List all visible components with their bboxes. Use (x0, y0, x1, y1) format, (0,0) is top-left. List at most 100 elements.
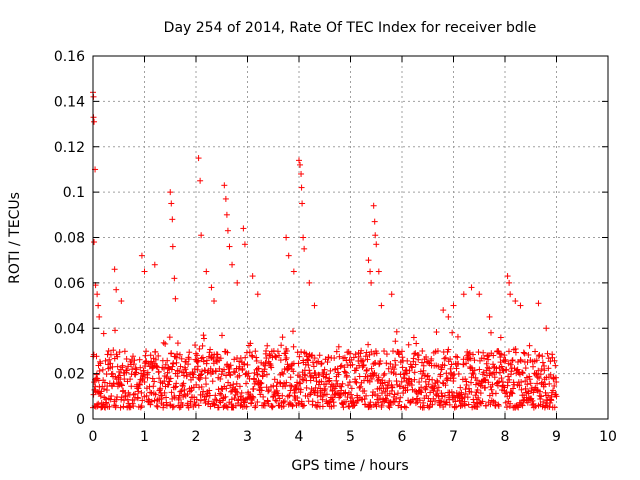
data-point (512, 349, 519, 356)
data-point (168, 366, 175, 373)
data-point (502, 399, 509, 406)
data-point (236, 372, 243, 379)
data-point (545, 392, 552, 399)
data-point (248, 352, 255, 359)
data-point (200, 332, 207, 339)
data-point (171, 394, 178, 401)
data-point (315, 358, 322, 365)
data-point (390, 348, 397, 355)
data-point (498, 351, 505, 358)
data-point (416, 397, 423, 404)
data-point (389, 384, 396, 391)
data-point (182, 366, 189, 373)
data-point (496, 369, 503, 376)
data-point (158, 392, 165, 399)
data-point (151, 261, 158, 268)
data-point (198, 383, 205, 390)
data-point (185, 356, 192, 363)
data-point (197, 374, 204, 381)
data-point (242, 354, 249, 361)
data-point (544, 350, 551, 357)
data-point (433, 329, 440, 336)
data-point (144, 374, 151, 381)
data-point (365, 257, 372, 264)
data-point (445, 313, 452, 320)
data-point (553, 378, 560, 385)
data-point (454, 354, 461, 361)
data-point (455, 360, 462, 367)
data-point (255, 365, 262, 372)
data-point (521, 350, 528, 357)
data-point (174, 350, 181, 357)
data-point (162, 340, 169, 347)
data-point (302, 361, 309, 368)
data-point (406, 367, 413, 374)
data-point (97, 360, 104, 367)
data-point (335, 371, 342, 378)
data-point (243, 403, 250, 410)
data-point (137, 404, 144, 411)
data-point (273, 383, 280, 390)
data-point (223, 211, 230, 218)
data-point (347, 350, 354, 357)
data-point (321, 387, 328, 394)
data-point (468, 374, 475, 381)
data-point (288, 383, 295, 390)
data-point (163, 399, 170, 406)
data-point (446, 401, 453, 408)
data-point (525, 390, 532, 397)
data-point (413, 340, 420, 347)
data-point (173, 380, 180, 387)
data-point (133, 366, 140, 373)
data-point (194, 358, 201, 365)
data-point (112, 402, 119, 409)
data-point (178, 387, 185, 394)
data-point (277, 357, 284, 364)
data-point (536, 388, 543, 395)
data-point (419, 359, 426, 366)
data-point (172, 295, 179, 302)
data-point (368, 365, 375, 372)
data-point (181, 386, 188, 393)
data-point (365, 341, 372, 348)
data-point (114, 353, 121, 360)
data-point (358, 358, 365, 365)
data-point (476, 291, 483, 298)
data-point (527, 380, 534, 387)
data-point (330, 382, 337, 389)
data-point (127, 376, 134, 383)
data-point (169, 404, 176, 411)
data-point (338, 383, 345, 390)
data-point (507, 400, 514, 407)
data-point (382, 388, 389, 395)
data-point (358, 347, 365, 354)
data-point (134, 395, 141, 402)
data-point (199, 354, 206, 361)
data-point (207, 346, 214, 353)
data-point (226, 243, 233, 250)
data-point (268, 364, 275, 371)
data-point (224, 349, 231, 356)
data-point (167, 189, 174, 196)
data-point (245, 370, 252, 377)
data-point (537, 395, 544, 402)
data-point (316, 372, 323, 379)
data-point (199, 342, 206, 349)
data-point (287, 382, 294, 389)
data-point (283, 347, 290, 354)
data-point (281, 398, 288, 405)
data-point (356, 373, 363, 380)
data-point (503, 366, 510, 373)
data-point (472, 392, 479, 399)
data-point (441, 355, 448, 362)
data-point (258, 387, 265, 394)
data-point (375, 376, 382, 383)
data-point (262, 359, 269, 366)
data-point (393, 395, 400, 402)
data-point (190, 371, 197, 378)
data-point (403, 404, 410, 411)
data-point (409, 386, 416, 393)
data-point (524, 381, 531, 388)
data-point (147, 352, 154, 359)
data-point (533, 357, 540, 364)
